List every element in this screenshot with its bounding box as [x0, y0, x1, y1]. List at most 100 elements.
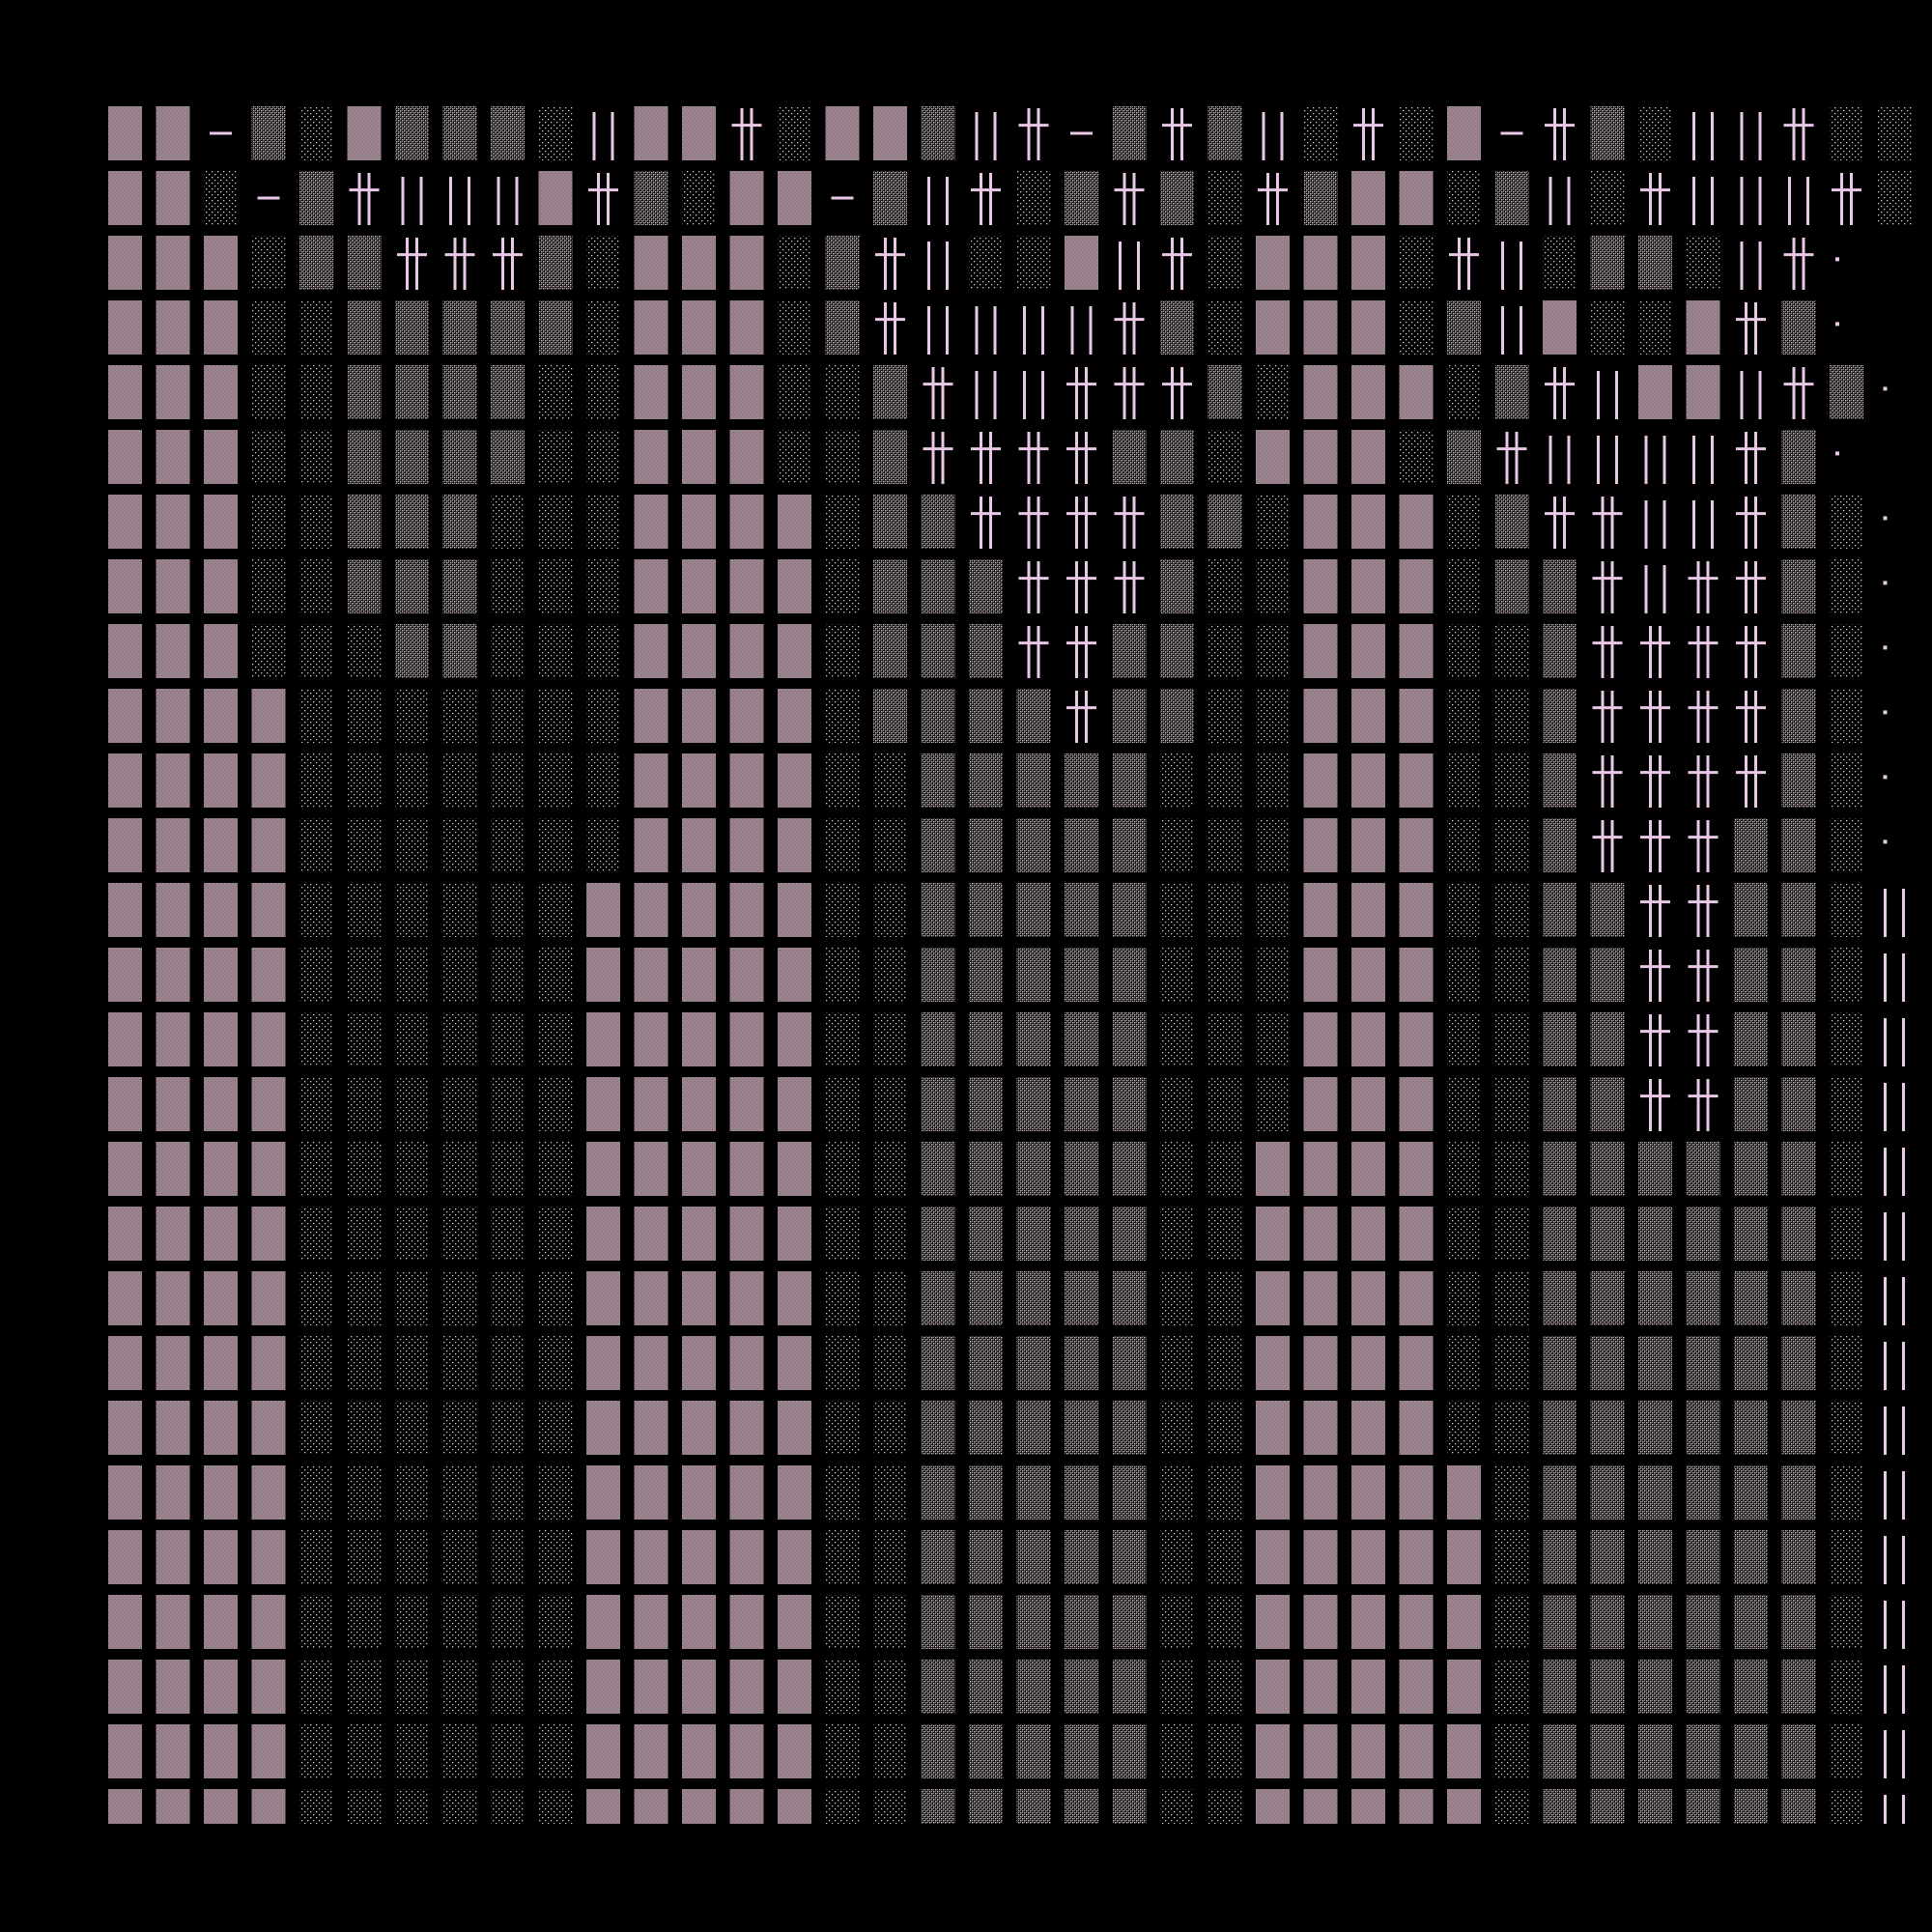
solid-block-cell	[156, 171, 190, 225]
light-shade-cell	[395, 1271, 429, 1325]
medium-shade-cell	[969, 753, 1003, 808]
solid-block-cell	[778, 495, 811, 549]
solid-block-cell	[778, 1595, 811, 1649]
solid-block-cell	[1351, 753, 1385, 808]
medium-shade-cell	[1016, 1142, 1051, 1196]
light-shade-cell	[538, 1142, 573, 1196]
solid-block-cell	[204, 1724, 238, 1778]
light-shade-cell	[1494, 753, 1529, 808]
solid-block-cell	[778, 1465, 811, 1520]
solid-block-cell	[1303, 365, 1338, 419]
solid-block-cell	[1399, 495, 1434, 549]
solid-block-cell	[778, 948, 811, 1002]
medium-shade-cell	[825, 300, 860, 355]
light-shade-cell	[1160, 1142, 1194, 1196]
solid-block-cell	[586, 1207, 620, 1261]
medium-shade-cell	[873, 624, 907, 678]
solid-block-cell	[729, 1724, 764, 1778]
solid-block-cell	[1256, 1207, 1290, 1261]
light-shade-cell	[395, 1207, 429, 1261]
solid-block-cell	[156, 365, 190, 419]
light-shade-cell	[825, 1789, 860, 1824]
solid-block-cell	[204, 624, 238, 678]
medium-shade-cell	[442, 559, 477, 613]
solid-block-cell	[682, 1336, 716, 1390]
medium-shade-cell	[969, 1012, 1003, 1066]
light-shade-cell	[299, 624, 333, 678]
light-shade-cell	[825, 1595, 860, 1649]
solid-block-cell	[729, 1271, 764, 1325]
light-shade-cell	[395, 1465, 429, 1520]
solid-block-cell	[1399, 624, 1434, 678]
light-shade-cell	[538, 1660, 573, 1714]
light-shade-cell	[1494, 883, 1529, 937]
medium-shade-cell	[1734, 1789, 1768, 1824]
medium-shade-cell	[1686, 1336, 1720, 1390]
solid-block-cell	[682, 948, 716, 1002]
solid-block-cell	[156, 1660, 190, 1714]
medium-shade-cell	[1543, 1336, 1577, 1390]
medium-shade-cell	[1590, 1724, 1625, 1778]
solid-block-cell	[1303, 1401, 1338, 1455]
light-shade-cell	[1494, 818, 1529, 872]
medium-shade-cell	[1590, 236, 1625, 290]
light-shade-cell	[1208, 1271, 1242, 1325]
light-shade-cell	[1830, 1530, 1863, 1584]
solid-block-cell	[682, 1012, 716, 1066]
solid-block-cell	[778, 559, 811, 613]
medium-shade-cell	[1686, 1724, 1720, 1778]
medium-shade-cell	[1734, 1660, 1768, 1714]
medium-shade-cell	[1686, 1530, 1720, 1584]
medium-shade-cell	[873, 495, 907, 549]
medium-shade-cell	[1112, 1336, 1147, 1390]
light-shade-cell	[538, 1271, 573, 1325]
solid-block-cell	[634, 689, 668, 743]
solid-block-cell	[1351, 430, 1385, 484]
light-shade-cell	[442, 753, 477, 808]
light-shade-cell	[1160, 948, 1194, 1002]
light-shade-cell	[299, 753, 333, 808]
solid-block-cell	[729, 1401, 764, 1455]
solid-block-cell	[1351, 171, 1385, 225]
light-shade-cell	[1830, 753, 1863, 808]
medium-shade-cell	[1781, 1271, 1816, 1325]
medium-shade-cell	[1830, 365, 1863, 419]
solid-block-cell	[778, 171, 811, 225]
light-shade-cell	[1399, 430, 1434, 484]
solid-block-cell	[634, 1142, 668, 1196]
light-shade-cell	[395, 689, 429, 743]
medium-shade-cell	[491, 430, 525, 484]
light-shade-cell	[825, 430, 860, 484]
medium-shade-cell	[1016, 1012, 1051, 1066]
medium-shade-cell	[1065, 883, 1098, 937]
solid-block-cell	[1303, 753, 1338, 808]
solid-block-cell	[538, 171, 573, 225]
solid-block-cell	[108, 883, 142, 937]
light-shade-cell	[299, 1724, 333, 1778]
solid-block-cell	[1256, 1336, 1290, 1390]
light-shade-cell	[491, 1724, 525, 1778]
light-shade-cell	[1256, 818, 1290, 872]
light-shade-cell	[873, 1336, 907, 1390]
light-shade-cell	[442, 689, 477, 743]
light-shade-cell	[1830, 1401, 1863, 1455]
solid-block-cell	[1303, 495, 1338, 549]
light-shade-cell	[586, 818, 620, 872]
medium-shade-cell	[1590, 1012, 1625, 1066]
medium-shade-cell	[1590, 1595, 1625, 1649]
light-shade-cell	[395, 1336, 429, 1390]
solid-block-cell	[1351, 300, 1385, 355]
light-shade-cell	[1208, 1336, 1242, 1390]
medium-shade-cell	[1781, 1660, 1816, 1714]
medium-shade-cell	[1781, 1142, 1816, 1196]
medium-shade-cell	[1734, 1336, 1768, 1390]
medium-shade-cell	[1543, 753, 1577, 808]
light-shade-cell	[1830, 883, 1863, 937]
light-shade-cell	[251, 495, 286, 549]
light-shade-cell	[395, 1660, 429, 1714]
dot-glyph	[1883, 645, 1888, 650]
light-shade-cell	[1830, 1207, 1863, 1261]
light-shade-cell	[251, 300, 286, 355]
light-shade-cell	[1208, 1530, 1242, 1584]
light-shade-cell	[825, 1336, 860, 1390]
